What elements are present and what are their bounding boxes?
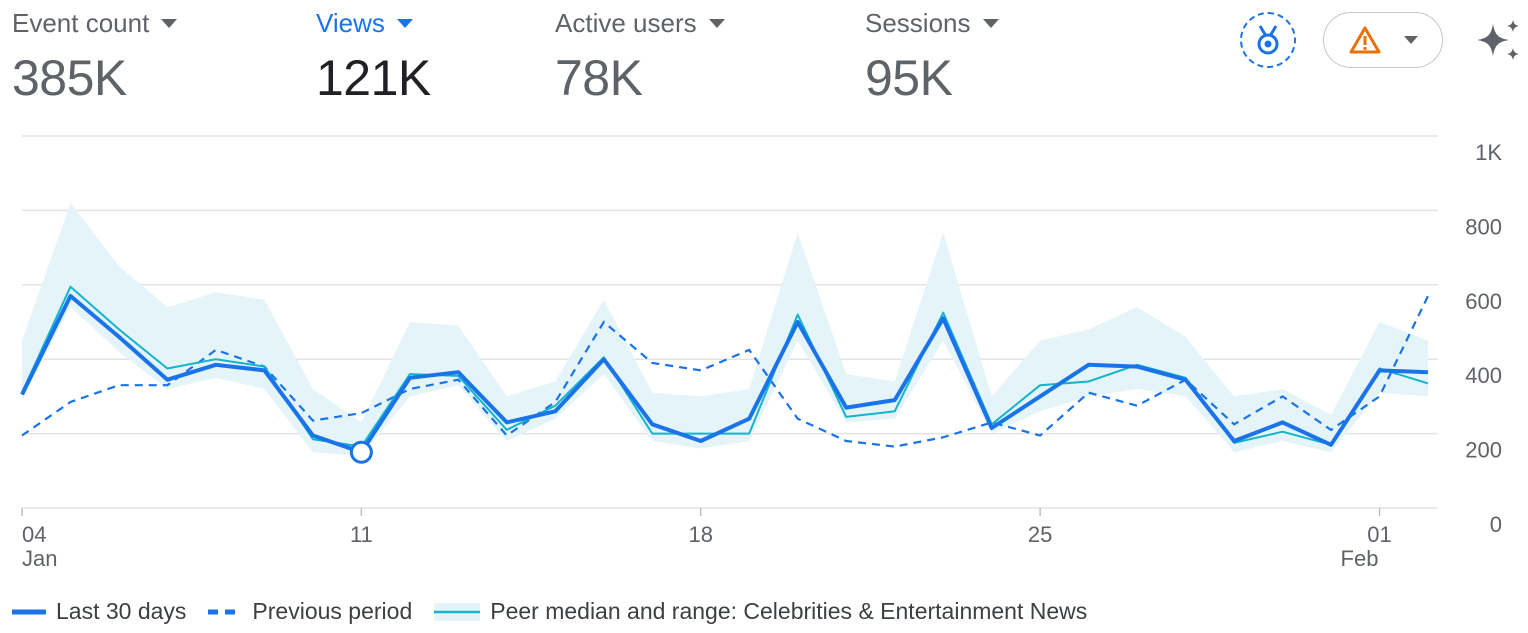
metric-value: 78K (555, 50, 643, 106)
data-point-last-30-days[interactable] (501, 416, 513, 428)
x-tick-label: 11 (350, 522, 373, 547)
metric-value: 95K (865, 50, 953, 106)
y-axis-ticks: 0 200 400 600 800 1K (1465, 140, 1502, 537)
data-point-last-30-days[interactable] (1422, 366, 1434, 378)
data-point-last-30-days[interactable] (986, 422, 998, 434)
data-point-last-30-days[interactable] (792, 316, 804, 328)
x-tick-label: 04 (22, 522, 46, 547)
data-point-last-30-days[interactable] (16, 389, 28, 401)
metric-tab-views[interactable]: Views 121K (316, 8, 431, 107)
metric-tab-sessions[interactable]: Sessions 95K (865, 8, 999, 107)
legend-label: Peer median and range: Celebrities & Ent… (490, 598, 1088, 624)
data-point-last-30-days[interactable] (64, 290, 76, 302)
legend-label: Previous period (252, 598, 413, 624)
data-point-last-30-days[interactable] (646, 418, 658, 430)
data-point-last-30-days[interactable] (1374, 364, 1386, 376)
data-point-last-30-days[interactable] (1034, 390, 1046, 402)
y-tick-label: 600 (1465, 289, 1502, 314)
sparkle-icon (1477, 20, 1519, 60)
y-tick-label: 200 (1465, 438, 1502, 463)
metric-label: Views (316, 8, 385, 38)
caret-down-icon (708, 19, 725, 28)
warning-icon (1349, 26, 1381, 54)
y-tick-label: 1K (1475, 140, 1502, 165)
data-point-last-30-days[interactable] (404, 372, 416, 384)
data-point-last-30-days[interactable] (598, 353, 610, 365)
data-point-last-30-days[interactable] (307, 429, 319, 441)
data-point-last-30-days[interactable] (937, 312, 949, 324)
metric-value: 121K (316, 50, 431, 106)
data-point-last-30-days[interactable] (1131, 361, 1143, 373)
y-tick-label: 400 (1465, 363, 1502, 388)
dashed-line-swatch-icon (208, 609, 243, 614)
y-tick-label: 0 (1490, 512, 1502, 537)
data-point-last-30-days[interactable] (1325, 439, 1337, 451)
metric-label: Event count (12, 8, 150, 38)
solid-line-swatch-icon (12, 609, 46, 614)
medal-icon (1257, 25, 1279, 55)
band-swatch-icon (434, 602, 481, 621)
data-point-last-30-days[interactable] (743, 413, 755, 425)
metric-tab-active-users[interactable]: Active users 78K (555, 8, 725, 107)
data-point-last-30-days[interactable] (1083, 359, 1095, 371)
data-point-last-30-days[interactable] (113, 331, 125, 343)
data-point-last-30-days[interactable] (1180, 374, 1192, 386)
legend-label: Last 30 days (56, 598, 187, 624)
data-point-last-30-days[interactable] (1228, 435, 1240, 447)
data-point-last-30-days[interactable] (210, 359, 222, 371)
x-tick-label: 18 (689, 522, 713, 547)
y-tick-label: 800 (1465, 214, 1502, 239)
legend-item-last-30-days[interactable]: Last 30 days (12, 598, 186, 625)
chart-legend: Last 30 days Previous period Peer median… (12, 598, 1109, 625)
insights-button[interactable] (1474, 12, 1524, 68)
caret-down-icon (161, 19, 178, 28)
data-point-last-30-days[interactable] (889, 394, 901, 406)
x-tick-sublabel: Jan (22, 546, 57, 571)
peer-range-band (22, 203, 1428, 456)
caret-down-icon (396, 19, 413, 28)
data-point-last-30-days[interactable] (840, 402, 852, 414)
data-point-last-30-days[interactable] (452, 366, 464, 378)
chevron-down-icon (1404, 36, 1418, 44)
metric-label: Active users (555, 8, 697, 38)
data-quality-dropdown[interactable] (1323, 12, 1443, 68)
last-30-days-line (20, 294, 1429, 455)
legend-item-previous-period[interactable]: Previous period (208, 598, 412, 625)
highlight-point[interactable] (349, 440, 373, 464)
x-tick-sublabel: Feb (1341, 546, 1379, 571)
x-tick-label: 25 (1028, 522, 1052, 547)
benchmark-button[interactable] (1240, 12, 1296, 68)
data-point-last-30-days[interactable] (549, 405, 561, 417)
data-point-last-30-days[interactable] (258, 364, 270, 376)
metric-label: Sessions (865, 8, 971, 38)
metric-tab-event-count[interactable]: Event count 385K (12, 8, 178, 107)
metric-value: 385K (12, 50, 127, 106)
data-point-last-30-days[interactable] (1277, 416, 1289, 428)
legend-item-peer-median[interactable]: Peer median and range: Celebrities & Ent… (434, 598, 1087, 625)
caret-down-icon (982, 19, 999, 28)
data-point-last-30-days[interactable] (695, 435, 707, 447)
x-tick-label: 01 (1367, 522, 1391, 547)
data-point-last-30-days[interactable] (161, 374, 173, 386)
